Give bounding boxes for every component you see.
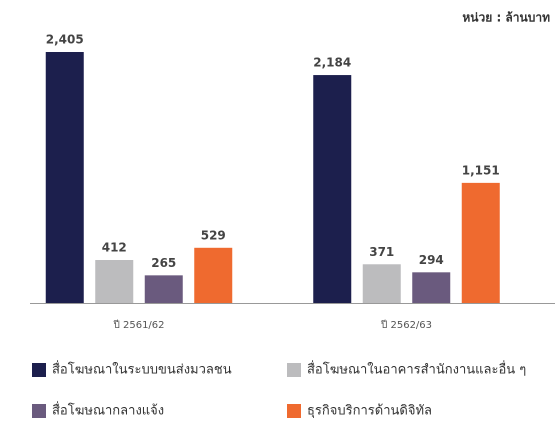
bar bbox=[144, 275, 183, 303]
value-label: 294 bbox=[419, 253, 444, 267]
x-tick-label: ปี 2561/62 bbox=[113, 319, 165, 331]
value-label: 265 bbox=[151, 256, 176, 270]
legend-swatch bbox=[287, 363, 301, 377]
value-label: 2,184 bbox=[313, 56, 351, 70]
value-label: 529 bbox=[201, 228, 226, 242]
legend-swatch bbox=[32, 363, 46, 377]
value-label: 371 bbox=[369, 245, 394, 259]
bar bbox=[45, 52, 84, 303]
legend-swatch bbox=[287, 404, 301, 418]
bar bbox=[461, 182, 500, 303]
value-label: 2,405 bbox=[46, 33, 84, 47]
x-tick-label: ปี 2562/63 bbox=[380, 319, 432, 331]
legend-label: ธุรกิจบริการด้านดิจิทัล bbox=[307, 404, 432, 419]
legend-label: สื่อโฆษณาในระบบขนส่งมวลชน bbox=[52, 361, 232, 378]
bar bbox=[95, 260, 134, 303]
bar bbox=[412, 272, 451, 303]
unit-label: หน่วย : ล้านบาท bbox=[462, 11, 550, 25]
legend-swatch bbox=[32, 404, 46, 418]
legend-label: สื่อโฆษณากลางแจ้ง bbox=[52, 402, 164, 419]
bar bbox=[313, 75, 352, 303]
value-label: 1,151 bbox=[462, 163, 500, 177]
legend-label: สื่อโฆษณาในอาคารสำนักงานและอื่น ๆ bbox=[307, 361, 526, 378]
bar bbox=[194, 247, 233, 303]
value-label: 412 bbox=[102, 241, 127, 255]
bar bbox=[362, 264, 401, 303]
